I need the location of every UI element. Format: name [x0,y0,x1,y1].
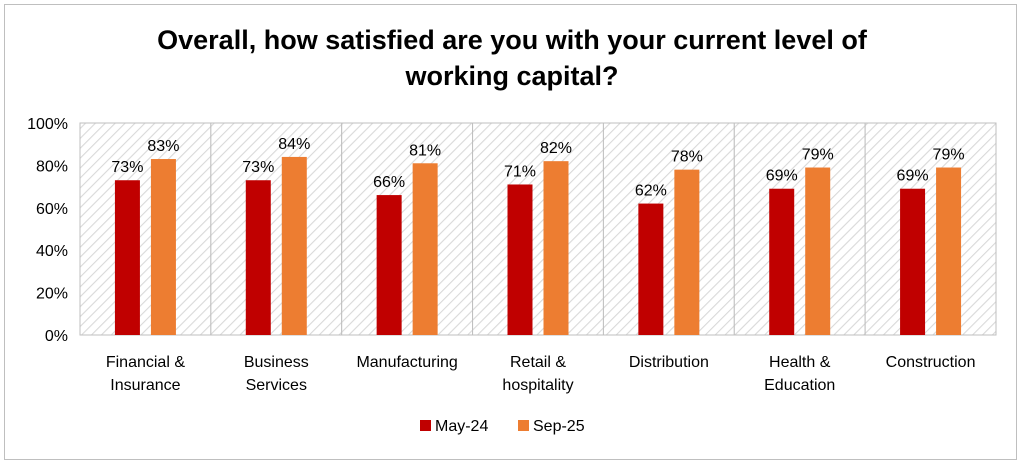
category-label: Construction [886,354,976,371]
category-label: Health & Education [764,354,835,394]
legend-swatch [518,420,529,431]
category-label: Manufacturing [356,354,457,371]
category-panel [602,122,735,336]
data-label: 73% [242,159,274,176]
y-tick-label: 100% [27,116,68,133]
bar [638,203,664,335]
category-label: Retail & hospitality [502,354,573,394]
legend-label: May-24 [435,418,488,435]
bar [674,169,700,335]
data-label: 79% [933,147,965,164]
data-label: 69% [766,168,798,185]
category-panel [733,122,866,336]
bar [543,161,569,335]
category-label: Financial & Insurance [106,354,185,394]
data-label: 66% [373,174,405,191]
bar [150,159,176,335]
bar [245,180,271,335]
data-label: 82% [540,140,572,157]
bar [376,195,402,335]
data-label: 69% [897,168,929,185]
legend-label: Sep-25 [533,418,585,435]
data-label: 79% [802,147,834,164]
chart-title: Overall, how satisfied are you with your… [157,25,867,91]
legend-swatch [420,420,431,431]
data-label: 83% [147,138,179,155]
category-label: Business Services [244,354,309,394]
data-label: 73% [111,159,143,176]
bar [900,188,926,335]
category-panel [210,122,343,336]
bar [114,180,140,335]
y-tick-label: 0% [45,328,68,345]
y-tick-label: 60% [36,201,68,218]
category-panel [341,122,474,336]
y-tick-label: 40% [36,243,68,260]
y-tick-label: 20% [36,286,68,303]
bar [412,163,438,335]
bar [936,167,962,335]
bar [281,156,307,335]
category-label: Distribution [629,354,709,371]
y-tick-label: 80% [36,158,68,175]
category-panel [79,122,212,336]
data-label: 71% [504,163,536,180]
data-label: 81% [409,142,441,159]
bar [507,184,533,335]
category-panel [864,122,997,336]
data-label: 78% [671,149,703,166]
data-label: 62% [635,183,667,200]
bar [769,188,795,335]
data-label: 84% [278,136,310,153]
bar [805,167,831,335]
category-panel [472,122,604,336]
